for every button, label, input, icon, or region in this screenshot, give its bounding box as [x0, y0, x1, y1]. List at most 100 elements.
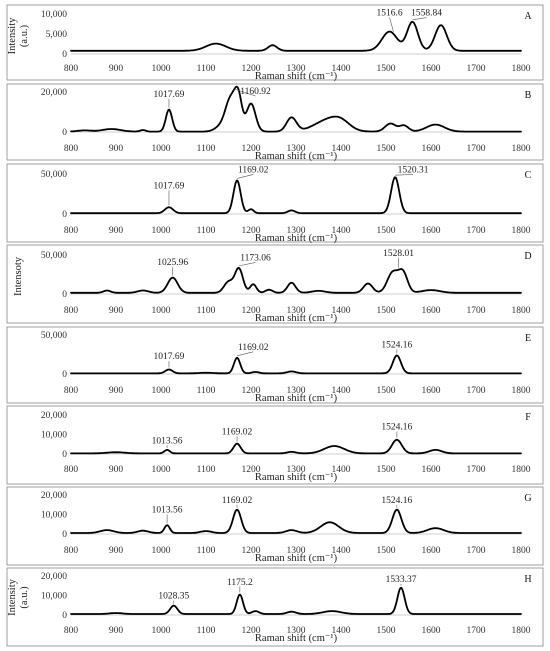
panel-letter: G [524, 493, 531, 504]
panel-letter: A [524, 11, 532, 22]
x-tick-label: 800 [64, 64, 79, 74]
y-tick-label: 0 [62, 370, 67, 380]
x-tick-label: 1600 [422, 64, 441, 74]
spectrum-line [70, 354, 522, 375]
x-tick-label: 1100 [197, 144, 216, 154]
x-tick-label: 1100 [197, 465, 216, 475]
peak-label: 1169.02 [222, 428, 253, 438]
chart-panel-a: 0 5,000 10,000 800 900 1000 1100 1200 1300 1400 15… [6, 4, 544, 82]
x-axis-label: Raman shift (cm⁻¹) [255, 553, 338, 564]
x-tick-label: 1500 [377, 546, 396, 556]
peak-leader-line [412, 17, 427, 21]
y-tick-label: 10,000 [41, 511, 67, 521]
x-tick-label: 1800 [512, 64, 531, 74]
spectrum-line [70, 266, 522, 294]
peak-label: 1017.69 [154, 90, 185, 100]
x-tick-label: 1200 [242, 546, 261, 556]
x-tick-label: 1000 [152, 626, 171, 636]
peak-label: 1017.69 [154, 352, 185, 362]
y-tick-label: 0 [62, 611, 67, 621]
peak-label: 1017.69 [154, 181, 185, 191]
peak-label: 1169.02 [222, 496, 253, 506]
panel-letter: E [525, 333, 531, 344]
x-tick-label: 1600 [422, 226, 441, 236]
x-tick-label: 1000 [152, 465, 171, 475]
x-tick-label: 1300 [287, 546, 306, 556]
x-tick-label: 900 [109, 386, 124, 396]
x-tick-label: 1600 [422, 465, 441, 475]
x-tick-label: 1600 [422, 626, 441, 636]
x-tick-label: 800 [64, 144, 79, 154]
panel-letter: B [525, 90, 532, 101]
chart-panel-g: 0 10,000 20,000 800 900 1000 1100 1200 1300 1400 1… [6, 486, 544, 566]
x-tick-label: 1200 [242, 64, 261, 74]
peak-label: 1028.35 [158, 591, 189, 601]
peak-label: 1558.84 [411, 9, 442, 19]
x-axis-label: Raman shift (cm⁻¹) [255, 633, 338, 644]
x-tick-label: 1200 [242, 144, 261, 154]
x-tick-label: 1300 [287, 626, 306, 636]
x-tick-label: 1500 [377, 386, 396, 396]
x-tick-label: 1600 [422, 306, 441, 316]
peak-leader-line [236, 351, 254, 357]
x-tick-label: 1200 [242, 626, 261, 636]
x-tick-label: 1800 [512, 546, 531, 556]
x-tick-label: 800 [64, 306, 79, 316]
peak-label: 1169.02 [238, 165, 269, 175]
y-axis-label: (a.u.) [19, 586, 30, 609]
y-tick-label: 0 [62, 450, 67, 460]
x-axis-label: Raman shift (cm⁻¹) [255, 393, 338, 404]
x-tick-label: 1500 [377, 64, 396, 74]
peak-label: 1524.16 [381, 496, 412, 506]
y-tick-label: 0 [62, 530, 67, 540]
y-tick-label: 50,000 [41, 170, 67, 180]
x-tick-label: 1100 [197, 546, 216, 556]
y-tick-label: 10,000 [41, 431, 67, 441]
x-tick-label: 1800 [512, 306, 531, 316]
panel-letter: D [524, 251, 531, 262]
x-tick-label: 1200 [242, 306, 261, 316]
peak-label: 1160.92 [240, 87, 271, 97]
panel-frame [6, 486, 544, 566]
x-tick-label: 1700 [467, 465, 486, 475]
x-tick-label: 1000 [152, 64, 171, 74]
x-tick-label: 1200 [242, 226, 261, 236]
x-tick-label: 1700 [467, 64, 486, 74]
x-tick-label: 1200 [242, 386, 261, 396]
spectrum-line [70, 20, 522, 52]
chart-panel-c: 0 50,000 800 900 1000 1100 1200 1300 1400 1500 160… [6, 163, 544, 244]
y-axis-label: Intensoty [13, 256, 24, 296]
x-tick-label: 1000 [152, 306, 171, 316]
x-tick-label: 1100 [197, 64, 216, 74]
y-tick-label: 0 [62, 128, 67, 138]
x-tick-label: 1500 [377, 465, 396, 475]
chart-panel-h: 0 10,000 20,000 800 900 1000 1100 1200 1300 1400 1… [6, 567, 544, 647]
x-tick-label: 1600 [422, 144, 441, 154]
chart-panel-d: 0 50,000 800 900 1000 1100 1200 1300 1400 1500 160… [6, 244, 544, 324]
x-tick-label: 1400 [332, 144, 351, 154]
x-tick-label: 1300 [287, 144, 306, 154]
x-tick-label: 1300 [287, 386, 306, 396]
x-axis-label: Raman shift (cm⁻¹) [255, 472, 338, 483]
peak-label: 1169.02 [238, 343, 269, 353]
x-tick-label: 1700 [467, 306, 486, 316]
x-tick-label: 1800 [512, 626, 531, 636]
y-tick-label: 50,000 [41, 251, 67, 261]
y-tick-label: 20,000 [41, 491, 67, 501]
y-axis-label: Intensity [7, 17, 18, 54]
peak-leader-line [395, 174, 414, 176]
x-tick-label: 1200 [242, 465, 261, 475]
x-tick-label: 1400 [332, 386, 351, 396]
x-tick-label: 1700 [467, 386, 486, 396]
x-tick-label: 1700 [467, 226, 486, 236]
x-tick-label: 1100 [197, 306, 216, 316]
x-tick-label: 1400 [332, 465, 351, 475]
y-tick-label: 5,000 [46, 30, 68, 40]
x-tick-label: 900 [109, 626, 124, 636]
x-tick-label: 1800 [512, 465, 531, 475]
peak-leader-line [238, 262, 256, 267]
x-tick-label: 1500 [377, 626, 396, 636]
spectrum-line [70, 438, 522, 455]
spectrum-line [70, 508, 522, 534]
